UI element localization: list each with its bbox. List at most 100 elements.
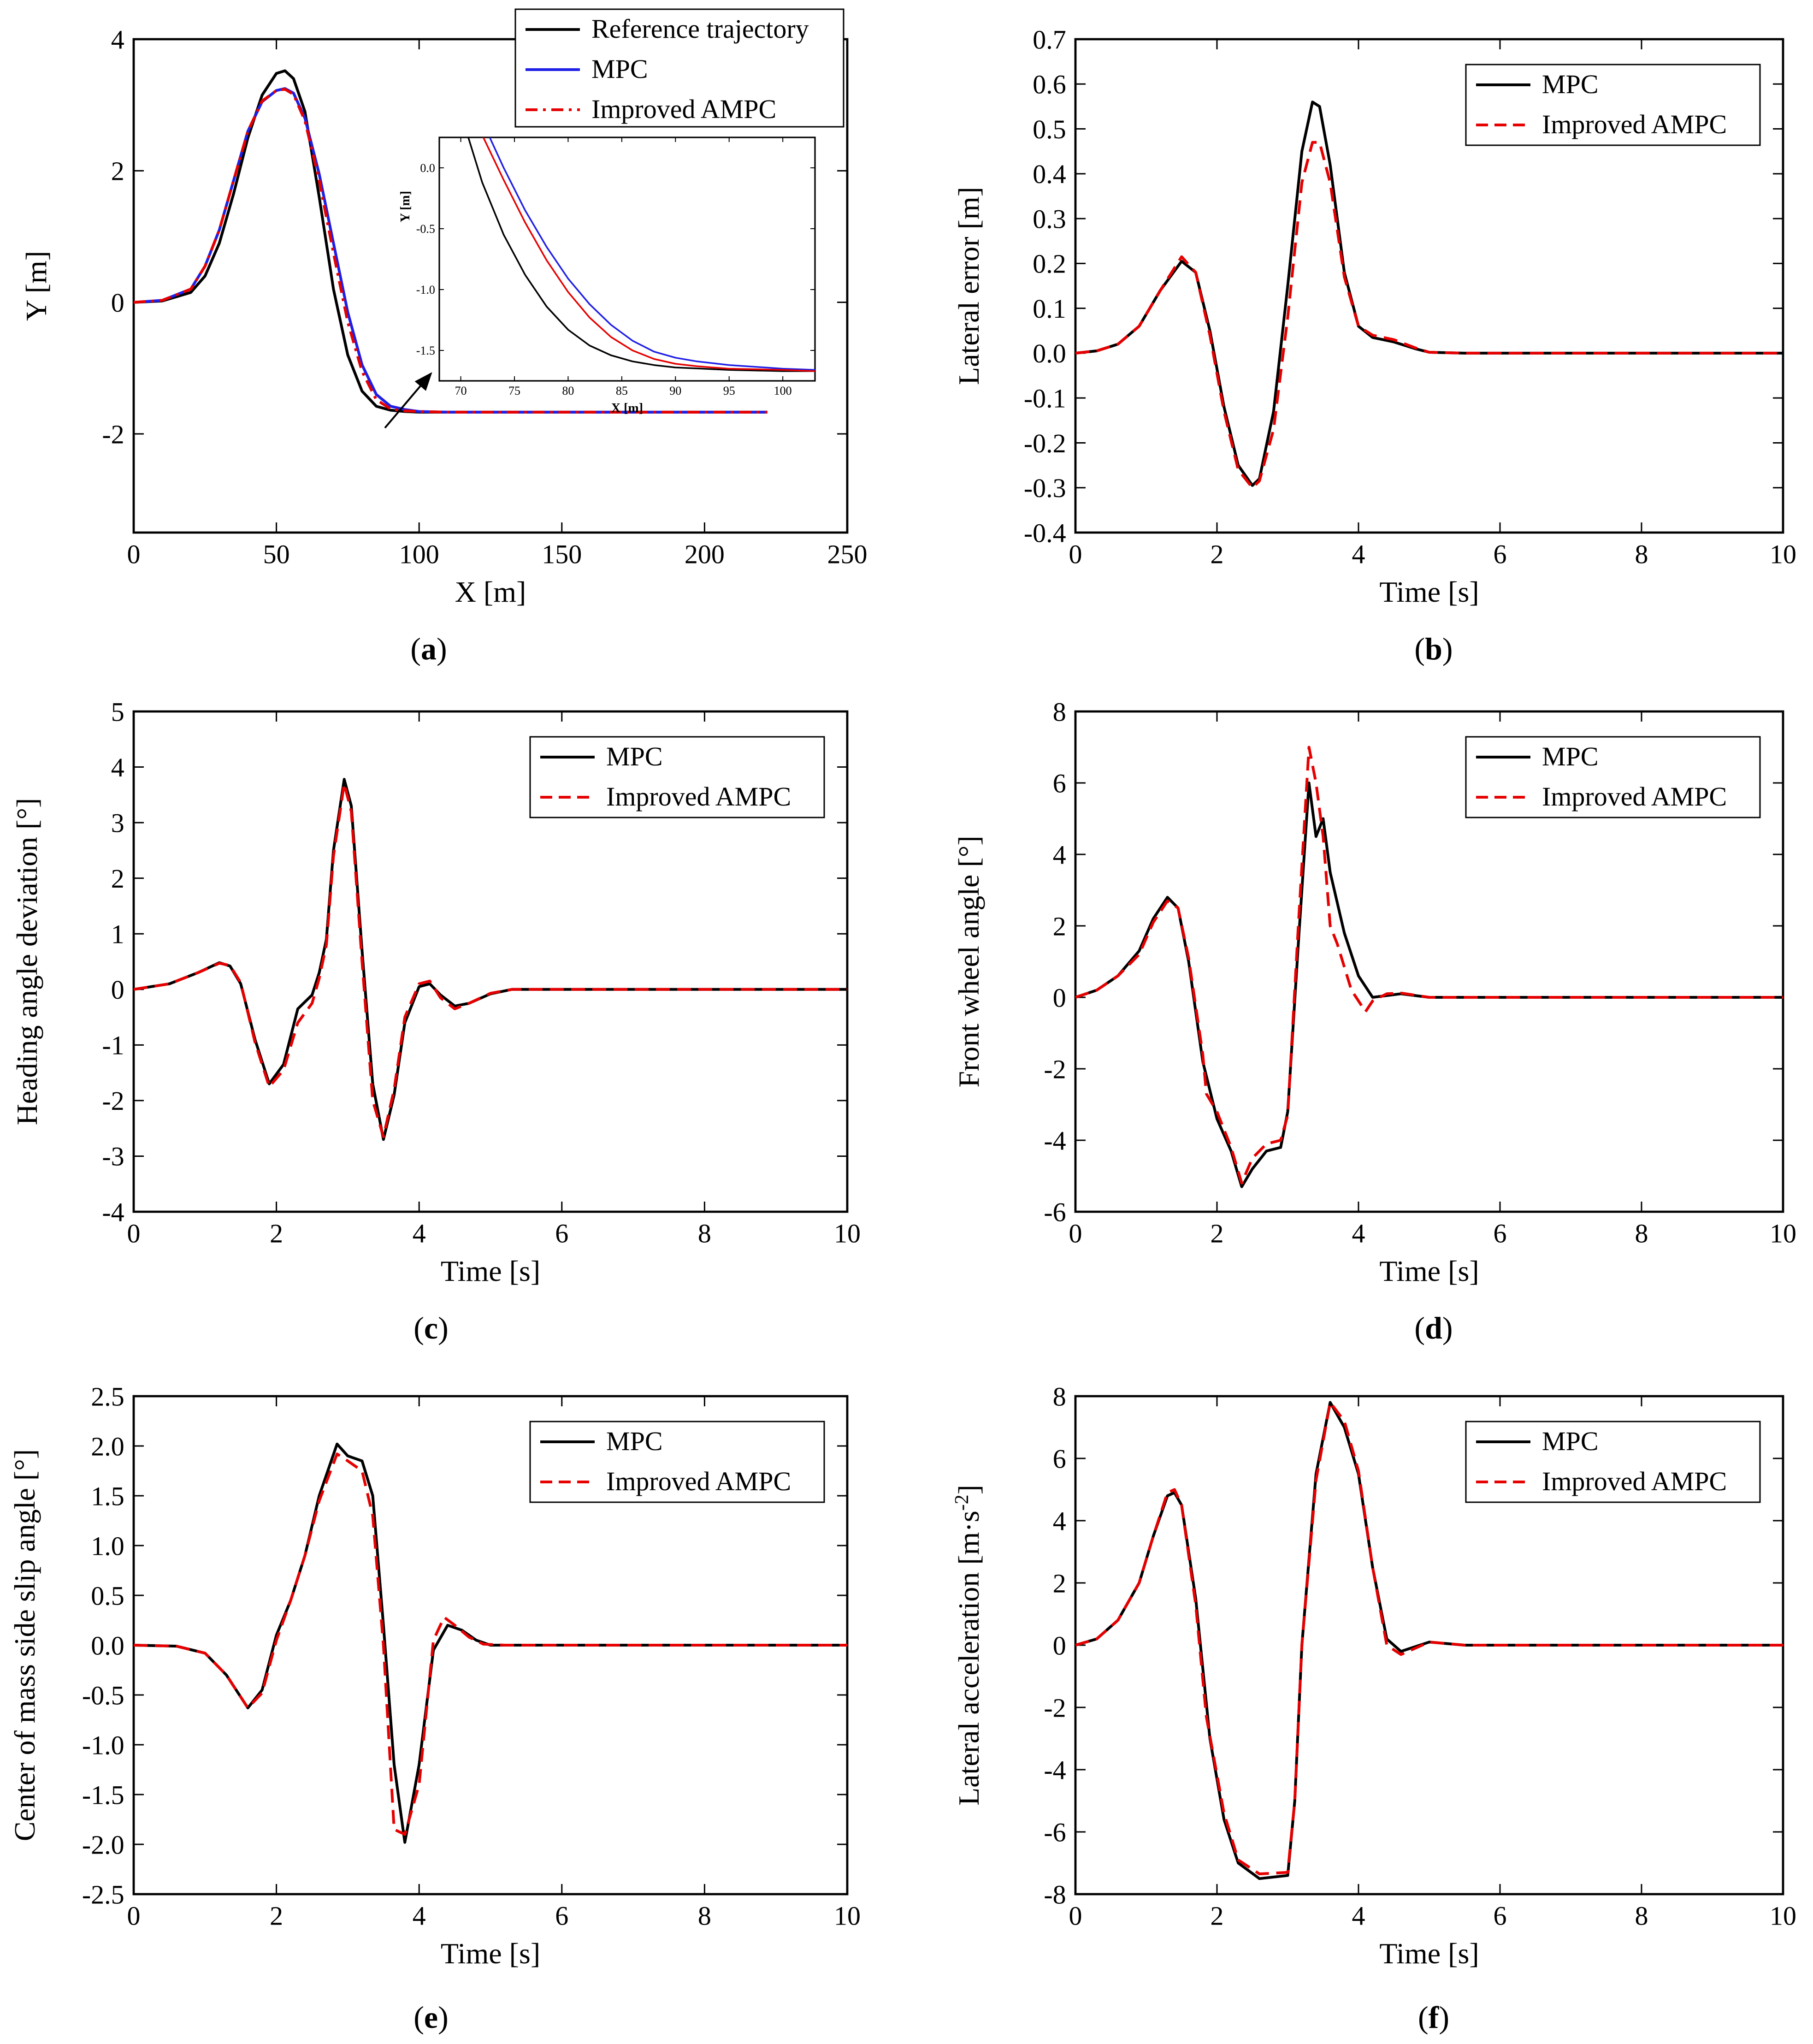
x-tick-label: 10 <box>1770 1219 1796 1249</box>
caption-open: ( <box>413 2000 424 2035</box>
y-tick-label: 0.0 <box>91 1630 124 1660</box>
y-tick-label: -6 <box>1044 1197 1066 1227</box>
series-line-improved-ampc <box>482 137 815 372</box>
legend-label: MPC <box>1542 1426 1599 1456</box>
x-tick-label: 10 <box>834 1901 861 1931</box>
chart-panel-f: 0 2 4 6 8 10 -8 -6 -4 -2 0 2 4 6 8 MPC Improved AMPC Time… <box>951 1381 1796 2035</box>
x-tick-label: 2 <box>270 1901 283 1931</box>
x-tick-label: 6 <box>1494 1901 1507 1931</box>
y-tick-label: -1 <box>102 1031 124 1061</box>
y-tick-label: 2 <box>1053 1568 1066 1598</box>
x-tick-label: 0 <box>127 1901 141 1931</box>
y-tick-label: 0 <box>1053 1630 1066 1660</box>
x-tick-label: 80 <box>562 384 574 397</box>
x-tick-label: 2 <box>1211 1219 1224 1249</box>
caption-open: ( <box>413 1310 424 1345</box>
x-tick-label: 100 <box>774 384 792 397</box>
x-tick-label: 70 <box>455 384 467 397</box>
caption-letter: e <box>424 2000 438 2035</box>
series-line-reference-trajectory <box>467 137 815 372</box>
y-tick-label: 0 <box>111 288 124 318</box>
y-axis-label: Lateral error [m] <box>952 187 985 385</box>
y-tick-label: -4 <box>1044 1126 1066 1155</box>
series-line-mpc <box>134 1442 847 1844</box>
y-tick-label: -2 <box>1044 1693 1066 1723</box>
x-tick-label: 6 <box>1494 1219 1507 1249</box>
chart-panel-b: 0 2 4 6 8 10 -0.4 -0.3 -0.2 -0.1 0.0 0.1 0.2 0.3 0.4 0.… <box>952 24 1796 666</box>
x-tick-label: 4 <box>1352 1901 1365 1931</box>
caption-close: ) <box>1442 631 1453 666</box>
x-tick-label: 4 <box>413 1219 426 1249</box>
y-tick-label: 4 <box>1053 1506 1066 1536</box>
y-axis-label-end: ] <box>952 1485 985 1494</box>
y-tick-label: -6 <box>1044 1817 1066 1847</box>
x-tick-label: 0 <box>1069 1901 1082 1931</box>
y-tick-label: 8 <box>1053 697 1066 727</box>
y-tick-label: -2 <box>102 1086 124 1116</box>
caption-open: ( <box>1414 631 1425 666</box>
y-tick-label: -0.4 <box>1024 518 1066 548</box>
series-line-improved-ampc <box>134 782 847 1138</box>
x-tick-label: 85 <box>616 384 628 397</box>
legend-label: MPC <box>606 1426 663 1456</box>
caption-close: ) <box>437 631 447 666</box>
series-line-mpc <box>1075 101 1783 487</box>
x-tick-label: 8 <box>698 1219 711 1249</box>
y-tick-label: 6 <box>1053 1444 1066 1474</box>
y-axis-label: Heading angle deviation [°] <box>11 798 43 1126</box>
series-line-improved-ampc <box>134 1452 847 1836</box>
series-line-mpc <box>134 778 847 1141</box>
y-axis-label-main: Lateral acceleration [m·s <box>952 1511 985 1806</box>
y-tick-label: 0.0 <box>420 161 435 175</box>
series-line-improved-ampc <box>1075 141 1783 489</box>
y-axis-label: Center of mass side slip angle [°] <box>8 1449 41 1841</box>
x-axis-label: Time [s] <box>441 1255 540 1287</box>
y-tick-label: -0.3 <box>1024 473 1066 503</box>
panel-caption: (a) <box>410 631 447 666</box>
y-tick-label: -0.5 <box>82 1680 124 1710</box>
y-tick-label: 4 <box>111 24 124 54</box>
x-axis-label: Time [s] <box>1379 575 1479 608</box>
y-tick-label: 0.3 <box>1033 204 1066 234</box>
caption-letter: c <box>424 1310 438 1345</box>
caption-letter: d <box>1425 1310 1442 1345</box>
x-tick-label: 0 <box>1069 539 1082 569</box>
legend-box <box>1465 736 1761 818</box>
y-tick-label: -0.1 <box>1024 383 1066 413</box>
x-tick-label: 8 <box>1635 539 1648 569</box>
y-tick-label: 1 <box>111 919 124 949</box>
chart-panel-c: 0 2 4 6 8 10 -4 -3 -2 -1 0 1 2 3 4 5 MPC Improved AMPC Tim… <box>11 697 861 1345</box>
x-tick-label: 0 <box>127 1219 141 1249</box>
x-tick-label: 6 <box>1494 539 1507 569</box>
x-tick-label: 95 <box>723 384 735 397</box>
y-tick-label: 0.2 <box>1033 249 1066 279</box>
series-line-mpc <box>489 137 815 371</box>
y-tick-label: 3 <box>111 808 124 838</box>
x-tick-label: 6 <box>555 1219 568 1249</box>
panel-caption: (c) <box>413 1310 449 1345</box>
y-tick-label: 2 <box>1053 911 1066 941</box>
legend-box <box>529 736 825 818</box>
plot-frame <box>438 136 816 382</box>
legend-label: MPC <box>606 741 663 771</box>
x-tick-label: 90 <box>669 384 681 397</box>
y-tick-label: -1.5 <box>416 344 435 357</box>
caption-open: ( <box>1418 2000 1429 2035</box>
x-tick-label: 2 <box>1211 539 1224 569</box>
plot-frame <box>1074 710 1784 1213</box>
legend-label: MPC <box>1542 69 1599 99</box>
caption-open: ( <box>410 631 421 666</box>
x-tick-label: 200 <box>685 539 725 569</box>
x-tick-label: 6 <box>555 1901 568 1931</box>
inset-background <box>439 137 815 381</box>
chart-panel-a: 0 50 100 150 200 250 -2 0 2 4 Reference trajectory… <box>20 8 868 666</box>
legend-box <box>1465 1421 1761 1503</box>
legend-label: Improved AMPC <box>1542 1466 1727 1496</box>
y-tick-label: 8 <box>1053 1381 1066 1411</box>
panel-caption: (b) <box>1414 631 1453 666</box>
caption-close: ) <box>438 1310 449 1345</box>
x-tick-label: 250 <box>827 539 868 569</box>
y-tick-label: -8 <box>1044 1879 1066 1909</box>
legend-label: Improved AMPC <box>1542 782 1727 812</box>
